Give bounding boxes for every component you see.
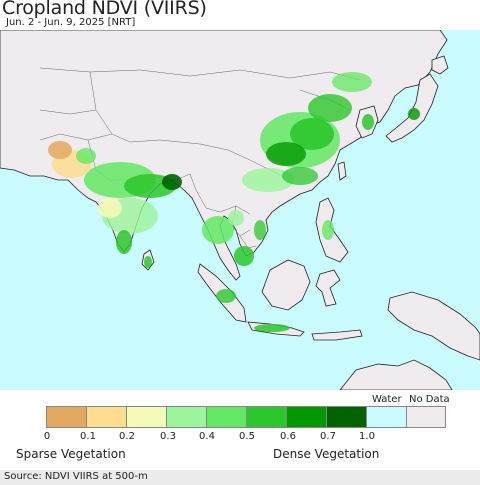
map-area xyxy=(0,30,480,390)
legend-swatch-2 xyxy=(126,406,167,428)
map-svg xyxy=(0,30,480,390)
map-title: Cropland NDVI (VIIRS) xyxy=(2,0,207,19)
source-text: Source: NDVI VIIRS at 500-m xyxy=(4,471,148,482)
ndvi-india xyxy=(84,162,182,268)
legend-swatch-water xyxy=(366,406,407,428)
legend-swatch-6 xyxy=(286,406,327,428)
legend-tick: 1.0 xyxy=(359,431,375,442)
landmass-taiwan xyxy=(337,161,347,181)
legend-nodata-label: No Data xyxy=(409,394,450,405)
legend-swatch-4 xyxy=(206,406,247,428)
landmass-new-guinea xyxy=(387,291,480,361)
legend-water-label: Water xyxy=(372,394,402,405)
legend-tick: 0.7 xyxy=(320,431,336,442)
landmass-japan xyxy=(385,73,439,143)
legend-tick: 0.2 xyxy=(119,431,135,442)
legend-tick: 0.4 xyxy=(199,431,215,442)
legend-swatch-5 xyxy=(246,406,287,428)
legend-swatch-7 xyxy=(326,406,367,428)
legend-swatch-nodata xyxy=(406,406,446,428)
legend-swatch-3 xyxy=(166,406,207,428)
ndvi-pakistan xyxy=(48,141,96,178)
date-range: Jun. 2 - Jun. 9, 2025 [NRT] xyxy=(6,17,136,28)
legend-swatch-0 xyxy=(46,406,87,428)
ndvi-southeast-asia xyxy=(202,210,266,266)
legend-tick: 0.1 xyxy=(80,431,96,442)
landmass-sulawesi xyxy=(315,269,341,307)
landmass-australia xyxy=(339,359,453,390)
ndvi-china-east xyxy=(242,72,372,192)
legend-sparse-label: Sparse Vegetation xyxy=(16,447,126,461)
legend-swatch-1 xyxy=(86,406,127,428)
legend-tick: 0 xyxy=(43,431,51,442)
legend-dense-label: Dense Vegetation xyxy=(273,447,380,461)
legend-tick: 0.6 xyxy=(280,431,296,442)
landmass-borneo xyxy=(261,259,311,311)
legend-tick: 0.5 xyxy=(239,431,255,442)
landmass-hokkaido xyxy=(431,55,449,75)
legend-tick: 0.3 xyxy=(160,431,176,442)
ndvi-islands xyxy=(216,108,420,332)
landmass-sunda-islands xyxy=(311,329,363,341)
source-footer: Source: NDVI VIIRS at 500-m xyxy=(0,470,480,485)
